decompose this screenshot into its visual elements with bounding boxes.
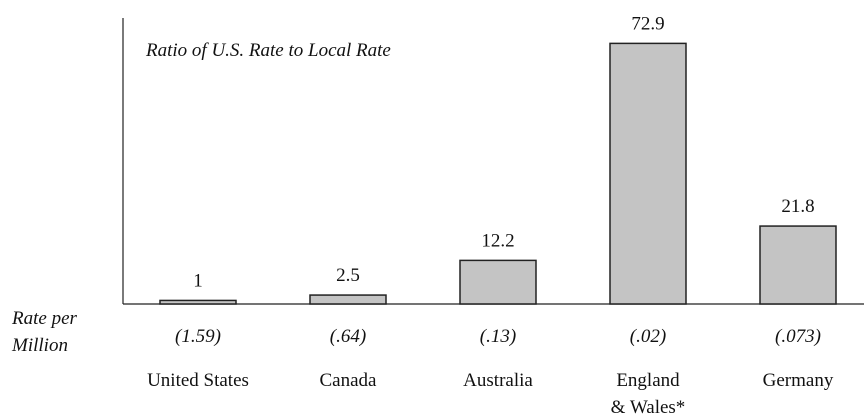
rate-label: (1.59) [175,326,221,347]
rate-label: (.13) [480,326,516,347]
rate-label: (.073) [775,326,821,347]
value-label: 1 [193,270,203,291]
x-tick-label: Australia [463,370,533,391]
x-tick-label: United States [147,370,249,391]
rate-label: (.02) [630,326,666,347]
bar [309,294,387,305]
x-tick-label: Germany [763,370,834,391]
bar [459,259,537,305]
bar [609,42,687,305]
value-label: 12.2 [481,230,514,251]
value-label: 21.8 [781,196,814,217]
rate-title: Rate per Million [11,308,78,356]
bar [759,225,837,305]
value-label: 2.5 [336,265,360,286]
x-tick-label: England & Wales* [611,370,686,417]
x-tick-label: Canada [320,370,378,391]
rate-label: (.64) [330,326,366,347]
chart-title: Ratio of U.S. Rate to Local Rate [145,40,391,61]
bar [159,299,237,305]
value-label: 72.9 [631,13,664,34]
